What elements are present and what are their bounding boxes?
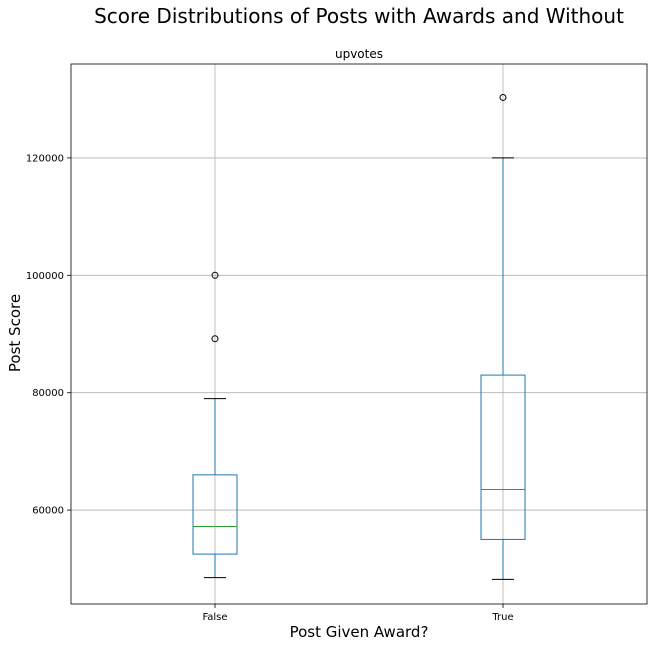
outlier-point xyxy=(499,93,507,101)
y-tick-label: 80000 xyxy=(32,388,64,399)
x-tick-label: False xyxy=(202,612,227,623)
outlier-point xyxy=(211,335,219,343)
box-iqr xyxy=(192,474,238,555)
x-tick-label: True xyxy=(491,612,513,623)
outlier-point xyxy=(211,271,219,279)
y-tick-label: 60000 xyxy=(32,506,64,517)
y-tick-label: 120000 xyxy=(26,153,64,164)
chart-title: Score Distributions of Posts with Awards… xyxy=(94,4,624,28)
x-axis-label: Post Given Award? xyxy=(289,623,429,641)
box-iqr xyxy=(480,374,526,540)
plot-frame xyxy=(70,63,648,605)
plot-subtitle: upvotes xyxy=(334,47,383,61)
y-tick-label: 100000 xyxy=(26,271,64,282)
